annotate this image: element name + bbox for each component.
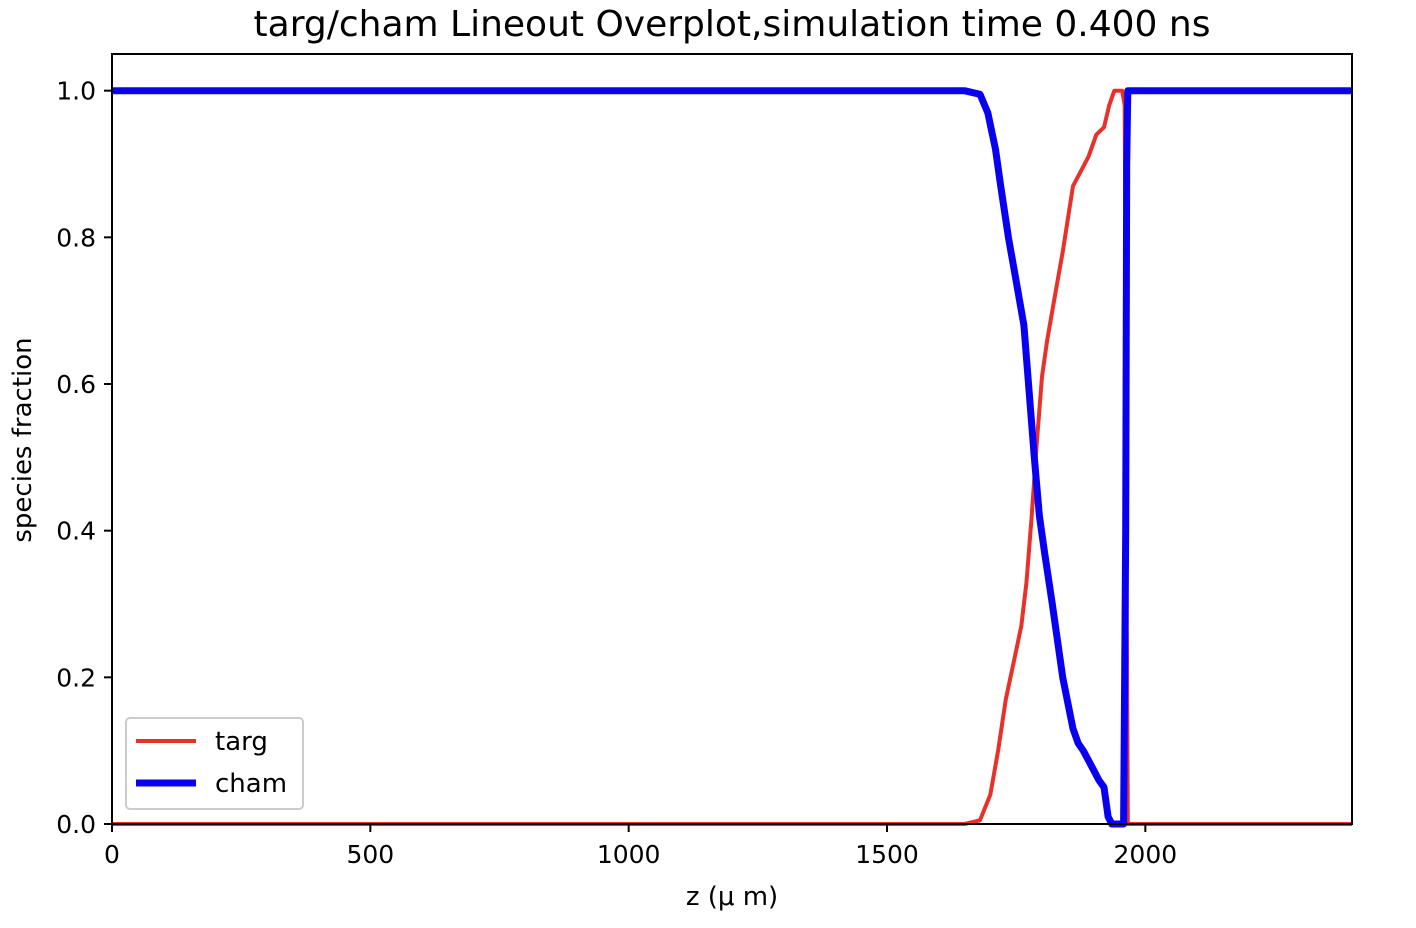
- x-tick-label: 500: [346, 840, 394, 869]
- legend: targ cham: [125, 717, 304, 810]
- y-tick-label: 1.0: [56, 77, 96, 106]
- chart-title: targ/cham Lineout Overplot,simulation ti…: [254, 4, 1211, 45]
- y-tick-label: 0.8: [56, 223, 96, 252]
- legend-label-targ: targ: [215, 727, 268, 757]
- series-line-targ: [112, 88, 1352, 826]
- y-tick-label: 0.6: [56, 370, 96, 399]
- x-tick-label: 1000: [597, 840, 661, 869]
- y-tick-label: 0.2: [56, 663, 96, 692]
- y-axis-ticks: 0.0 0.2 0.4 0.6 0.8 1.0: [56, 77, 112, 839]
- y-tick-label: 0.0: [56, 810, 96, 839]
- x-tick-label: 0: [104, 840, 120, 869]
- x-axis-label: z (μ m): [686, 882, 778, 912]
- x-axis-ticks: 0 500 1000 1500 2000: [104, 824, 1177, 869]
- y-axis-label: species fraction: [8, 337, 38, 542]
- legend-label-cham: cham: [215, 769, 287, 799]
- plot-area: [111, 53, 1353, 828]
- axes-frame: [111, 53, 1353, 825]
- y-tick-label: 0.4: [56, 517, 96, 546]
- x-tick-label: 1500: [855, 840, 919, 869]
- x-tick-label: 2000: [1114, 840, 1178, 869]
